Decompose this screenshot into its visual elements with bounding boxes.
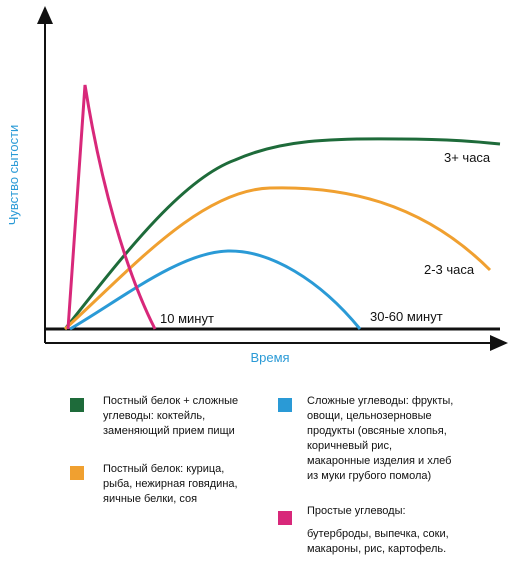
curve-label: 10 минут [160,311,214,326]
legend: Постный белок + сложные углеводы: коктейл… [70,395,453,555]
legend-text: рыба, нежирная говядина, [103,478,238,490]
legend-text: макароны, рис, картофель. [307,543,446,555]
legend-swatch [70,466,84,480]
legend-text: овощи, цельнозерновые [307,410,432,422]
curve-blue [69,249,362,331]
curve-green [63,137,501,330]
legend-text: яичные белки, соя [103,493,197,505]
y-axis-label: Чувство сытости [6,125,21,226]
legend-text: Простые углеводы: [307,505,406,517]
legend-text: продукты (овсяные хлопья, [307,425,447,437]
legend-text: Постный белок + сложные [103,395,238,407]
legend-text: Сложные углеводы: фрукты, [307,395,453,407]
x-axis-label: Время [250,350,289,365]
legend-swatch [278,511,292,525]
curve-magenta [66,84,157,330]
legend-text: коричневый рис, [307,440,392,452]
legend-swatch [278,398,292,412]
legend-text: макаронные изделия и хлеб [307,455,451,467]
legend-text: углеводы: коктейль, [103,410,205,422]
legend-swatch [70,398,84,412]
legend-text: из муки грубого помола) [307,470,431,482]
curve-label: 30-60 минут [370,309,443,324]
legend-text: заменяющий прием пищи [103,425,235,437]
curve-label: 2-3 часа [424,262,475,277]
legend-text: Постный белок: курица, [103,463,224,475]
curve-label: 3+ часа [444,150,491,165]
curve-orange [63,186,492,331]
legend-text: бутерброды, выпечка, соки, [307,528,449,540]
